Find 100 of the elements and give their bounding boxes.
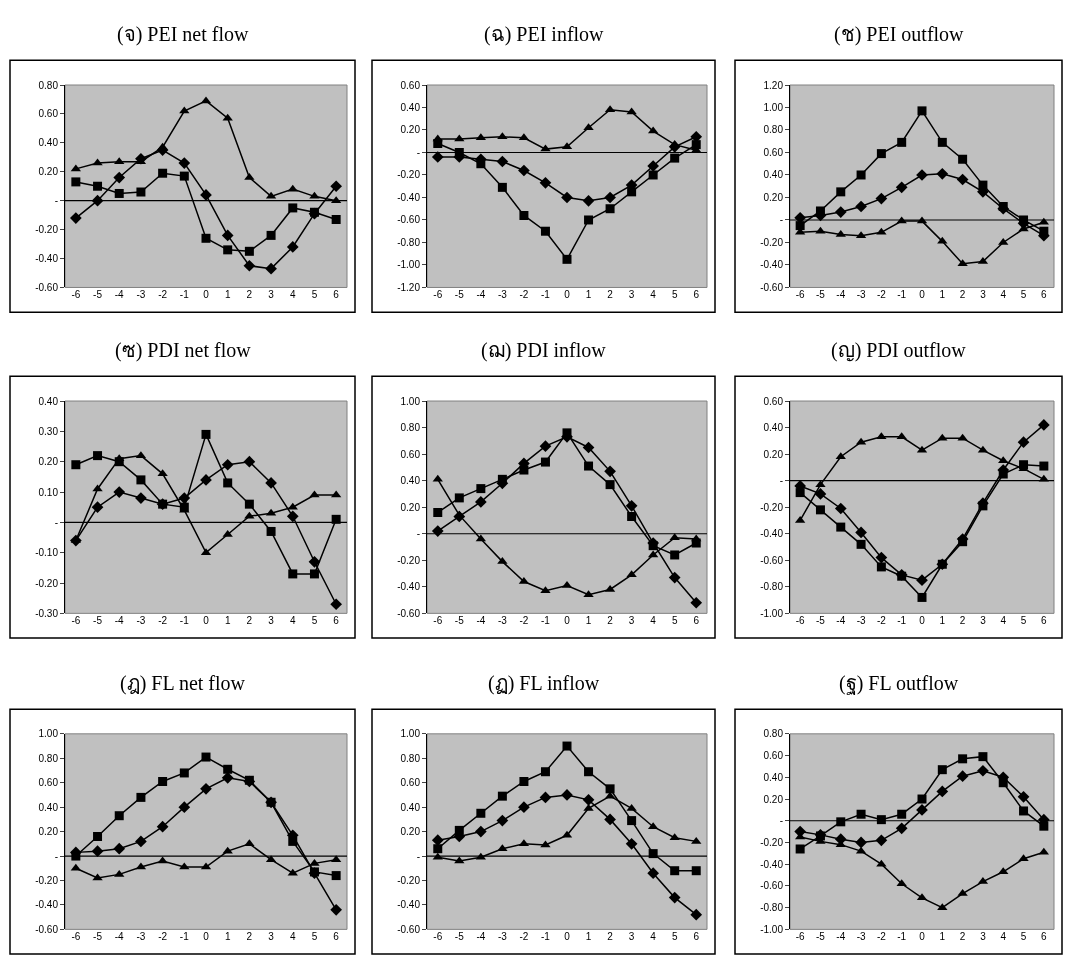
x-tick-label: -4 [476, 931, 486, 943]
y-tick-label: 0.20 [38, 456, 59, 468]
y-tick-label: -0.60 [397, 214, 421, 226]
y-tick-label: - [54, 516, 58, 528]
y-tick-label: 0.60 [400, 777, 421, 789]
y-tick-label: -0.20 [760, 836, 784, 848]
x-tick-label: 6 [333, 931, 340, 943]
y-tick-label: 0.60 [763, 395, 784, 407]
y-tick-label: -0.80 [397, 236, 421, 248]
x-tick-label: -3 [136, 289, 146, 301]
x-tick-label: -1 [179, 931, 190, 943]
x-tick-label: 0 [203, 289, 210, 301]
x-tick-label: -4 [836, 289, 846, 301]
y-tick-label: 0.40 [763, 169, 784, 181]
x-tick-label: -3 [136, 615, 146, 627]
y-tick-label: -0.20 [760, 236, 784, 248]
x-tick-label: 3 [980, 615, 987, 627]
y-tick-label: 0.40 [400, 102, 421, 113]
y-tick-label: -0.60 [760, 880, 784, 892]
x-tick-label: 6 [333, 289, 340, 301]
chart-title: (ซ) PDI net flow [115, 339, 252, 362]
x-tick-label: -3 [497, 615, 508, 627]
x-tick-label: -6 [71, 289, 81, 301]
y-tick-label: - [779, 475, 783, 487]
x-tick-label: 6 [333, 615, 340, 627]
x-tick-label: 1 [939, 615, 946, 627]
x-tick-label: -3 [856, 931, 866, 943]
x-tick-label: -3 [497, 931, 508, 943]
chart-title: (ญ) PDI outflow [831, 339, 967, 362]
chart-title: (จ) PEI net flow [117, 23, 249, 46]
chart-title: (ฌ) PDI inflow [481, 339, 607, 362]
y-tick-label: 0.40 [400, 475, 421, 487]
x-tick-label: -5 [93, 289, 103, 301]
y-tick-label: -0.40 [760, 259, 784, 271]
x-tick-label: -4 [836, 615, 846, 627]
x-tick-label: -3 [136, 931, 146, 943]
x-tick-label: -5 [454, 931, 465, 943]
y-tick-label: 0.20 [38, 826, 59, 838]
y-tick-label: -0.40 [397, 191, 421, 203]
x-tick-label: -3 [856, 615, 866, 627]
x-tick-label: -4 [114, 931, 125, 943]
x-tick-label: 1 [939, 289, 946, 301]
x-tick-label: 2 [246, 931, 253, 943]
x-tick-label: -6 [795, 931, 806, 943]
y-tick-label: -0.40 [35, 899, 59, 911]
y-tick-label: -0.20 [397, 169, 421, 181]
x-tick-label: 5 [1020, 289, 1027, 301]
x-tick-label: 0 [919, 289, 926, 301]
x-tick-label: -2 [876, 615, 887, 627]
y-tick-label: - [416, 146, 420, 158]
y-tick-label: 0.80 [763, 728, 784, 740]
x-tick-label: 5 [311, 615, 318, 627]
y-tick-label: 0.20 [763, 793, 784, 805]
x-tick-label: -5 [816, 931, 826, 943]
x-tick-label: -4 [836, 931, 846, 943]
x-tick-label: -5 [454, 289, 465, 301]
x-tick-label: -1 [541, 289, 551, 301]
x-tick-label: -2 [876, 289, 887, 301]
y-tick-label: -0.20 [35, 224, 59, 236]
x-tick-label: 4 [650, 931, 657, 943]
x-tick-label: 5 [671, 931, 678, 943]
x-tick-label: -2 [158, 615, 168, 627]
y-tick-label: - [54, 850, 58, 862]
y-tick-label: 0.80 [38, 752, 59, 764]
y-tick-label: - [416, 528, 420, 540]
y-tick-label: 1.00 [400, 395, 421, 407]
x-tick-label: -3 [856, 289, 866, 301]
y-tick-label: 0.60 [763, 750, 784, 762]
x-tick-label: 3 [268, 289, 275, 301]
x-tick-label: -2 [519, 615, 529, 627]
y-tick-label: 0.80 [400, 752, 421, 764]
y-tick-label: -0.40 [760, 858, 784, 870]
x-tick-label: -1 [897, 931, 907, 943]
x-tick-label: -2 [158, 289, 168, 301]
x-tick-label: -4 [476, 615, 486, 627]
y-tick-label: - [779, 815, 783, 827]
x-tick-label: 3 [268, 931, 275, 943]
x-tick-label: 2 [246, 289, 253, 301]
x-tick-label: 2 [959, 931, 966, 943]
y-tick-label: 0.10 [38, 486, 59, 498]
y-tick-label: -0.60 [35, 923, 59, 935]
y-tick-label: 1.00 [400, 728, 421, 740]
x-tick-label: 0 [564, 615, 571, 627]
y-tick-label: 1.00 [763, 102, 784, 113]
x-tick-label: 1 [224, 289, 231, 301]
y-tick-label: -0.60 [35, 281, 59, 293]
y-tick-label: -0.40 [35, 253, 59, 265]
x-tick-label: 1 [224, 931, 231, 943]
y-tick-label: -0.80 [760, 581, 784, 593]
x-tick-label: 5 [311, 289, 318, 301]
x-tick-label: 4 [289, 615, 296, 627]
x-tick-label: -6 [795, 289, 806, 301]
x-tick-label: 1 [585, 931, 592, 943]
x-tick-label: 1 [585, 615, 592, 627]
y-tick-label: 0.20 [38, 166, 59, 178]
y-tick-label: -0.60 [397, 923, 421, 935]
x-tick-label: 2 [607, 931, 614, 943]
x-tick-label: 1 [939, 931, 946, 943]
x-tick-label: 4 [289, 289, 296, 301]
y-tick-label: -0.80 [760, 902, 784, 914]
